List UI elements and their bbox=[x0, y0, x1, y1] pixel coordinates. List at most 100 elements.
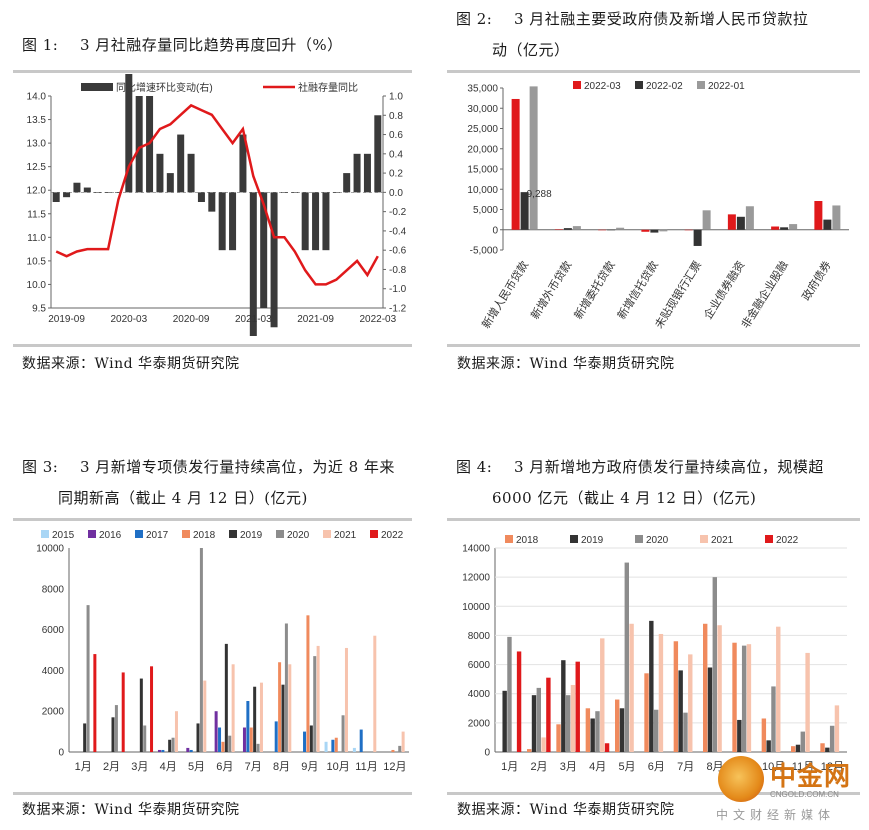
bar bbox=[139, 678, 143, 752]
bar bbox=[703, 623, 708, 752]
bar bbox=[313, 656, 317, 752]
left-tick-label: 10.5 bbox=[27, 256, 47, 267]
y-tick-label: 2000 bbox=[42, 707, 65, 718]
bar bbox=[303, 731, 307, 752]
right-tick-label: 1.0 bbox=[389, 92, 403, 103]
y-tick-label: 0 bbox=[492, 225, 498, 236]
bar bbox=[309, 725, 313, 752]
y-tick-label: 0 bbox=[58, 748, 64, 759]
bar bbox=[511, 98, 520, 230]
bar bbox=[171, 737, 175, 752]
bar bbox=[789, 224, 798, 230]
watermark-brand: 中金网 bbox=[770, 762, 852, 792]
y-tick-label: 6000 bbox=[468, 660, 491, 671]
bar bbox=[590, 718, 595, 752]
category-label: 新增外币贷款 bbox=[528, 258, 575, 321]
right-tick-label: 0.0 bbox=[389, 188, 403, 199]
y-tick-label: 5,000 bbox=[473, 205, 498, 216]
bar bbox=[800, 731, 805, 752]
bar bbox=[536, 687, 541, 752]
legend-swatch bbox=[635, 81, 643, 89]
fig2-chart: 2022-03 2022-02 2022-01 35,000 30,000 25,000 2… bbox=[467, 81, 849, 331]
y-tick-label: 6000 bbox=[42, 625, 65, 636]
legend-swatch bbox=[41, 530, 49, 538]
bar bbox=[239, 134, 247, 193]
bar bbox=[203, 680, 207, 752]
y-tick-label: 12000 bbox=[462, 573, 490, 584]
bar bbox=[673, 641, 679, 752]
bar bbox=[717, 625, 722, 752]
fig2-label: 图 2: bbox=[456, 10, 493, 28]
legend-swatch-bar bbox=[81, 83, 113, 91]
bar bbox=[231, 664, 235, 752]
bar bbox=[246, 701, 250, 752]
bar bbox=[684, 229, 693, 231]
category-label: 12月 bbox=[821, 761, 844, 773]
bar bbox=[341, 715, 345, 752]
bar bbox=[86, 605, 90, 752]
bar bbox=[196, 723, 200, 752]
fig2-title-line2: 动（亿元） bbox=[492, 41, 570, 59]
y-tick-label: 10000 bbox=[36, 544, 64, 555]
x-tick-label: 2021-03 bbox=[235, 314, 272, 325]
series-line bbox=[55, 103, 379, 286]
bar bbox=[363, 153, 371, 193]
category-label: 政府债券 bbox=[799, 258, 834, 303]
bar bbox=[607, 229, 616, 231]
fig4-title-line1: 3 月新增地方政府债发行量持续高位，规模超 bbox=[514, 458, 824, 476]
fig1-bottom-rule bbox=[13, 344, 412, 347]
bar bbox=[527, 749, 532, 752]
bar bbox=[93, 654, 97, 752]
fig2-top-rule bbox=[447, 70, 860, 73]
bar bbox=[556, 724, 561, 752]
bar bbox=[825, 747, 830, 752]
bar bbox=[531, 695, 537, 752]
bar bbox=[111, 717, 115, 752]
bar bbox=[650, 229, 659, 233]
bar bbox=[52, 192, 60, 202]
watermark-slogan: 中文财经新媒体 bbox=[716, 808, 836, 822]
bar bbox=[659, 229, 668, 232]
bar bbox=[63, 192, 71, 198]
legend-label: 2021 bbox=[334, 530, 357, 541]
bar bbox=[174, 711, 178, 752]
bar bbox=[73, 182, 81, 193]
category-label: 6月 bbox=[648, 761, 665, 773]
right-tick-label: -0.4 bbox=[389, 226, 407, 237]
y-tick-label: 20,000 bbox=[467, 144, 498, 155]
fig4-bottom-rule bbox=[447, 792, 860, 795]
bar bbox=[546, 677, 551, 752]
bar bbox=[832, 205, 841, 230]
right-tick-label: 0.4 bbox=[389, 149, 403, 160]
bar bbox=[218, 192, 226, 251]
bar bbox=[565, 695, 571, 752]
bar bbox=[278, 662, 282, 752]
bar bbox=[600, 638, 605, 752]
legend-swatch bbox=[765, 535, 773, 543]
category-label: 非金融企业股融 bbox=[738, 258, 791, 331]
legend-swatch bbox=[229, 530, 237, 538]
fig4-top-rule bbox=[447, 518, 860, 521]
bar bbox=[561, 660, 566, 752]
bar bbox=[732, 642, 737, 752]
bar bbox=[281, 684, 285, 752]
bar bbox=[224, 643, 228, 752]
bar bbox=[166, 173, 174, 193]
bar bbox=[373, 635, 377, 752]
bar bbox=[221, 741, 225, 752]
category-label: 10月 bbox=[762, 761, 785, 773]
bar bbox=[507, 636, 512, 752]
legend-swatch bbox=[182, 530, 190, 538]
bar bbox=[187, 153, 195, 193]
bar bbox=[780, 227, 789, 230]
bar bbox=[604, 743, 610, 752]
bar bbox=[823, 219, 832, 230]
bar bbox=[197, 192, 205, 202]
bar bbox=[157, 749, 161, 752]
category-label: 未贴现银行汇票 bbox=[651, 258, 704, 331]
bar bbox=[114, 705, 118, 752]
left-tick-label: 14.0 bbox=[27, 92, 47, 103]
bar bbox=[702, 210, 711, 230]
fig4-source: 数据来源：Wind 华泰期货研究院 bbox=[457, 802, 675, 818]
y-tick-label: 8000 bbox=[468, 631, 491, 642]
